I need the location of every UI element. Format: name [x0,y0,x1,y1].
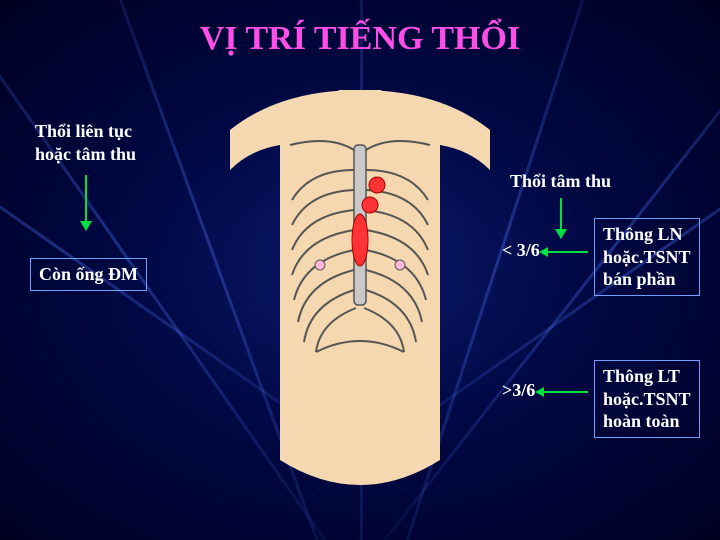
leader-low [548,251,588,253]
marker-lsb [362,197,378,213]
arrow-down-left [85,175,87,230]
label-continuous-systolic: Thổi liên tục hoặc tâm thu [35,120,136,165]
nipple-right [395,260,405,270]
label-systolic: Thổi tâm thu [510,170,611,193]
nipple-left [315,260,325,270]
slide-title: VỊ TRÍ TIẾNG THỔI [0,20,720,58]
torso-diagram [220,90,500,490]
marker-pulmonic [369,177,385,193]
label-grade-low: < 3/6 [502,240,540,261]
leader-high [544,391,588,393]
diag-box-high: Thông LT hoặc.TSNT hoàn toàn [594,360,700,438]
diag-box-low: Thông LN hoặc.TSNT bán phần [594,218,700,296]
arrow-down-right [560,198,562,238]
label-grade-high: >3/6 [502,380,535,401]
marker-sternal-oval [352,214,368,266]
label-pda: Còn ống ĐM [30,258,147,291]
